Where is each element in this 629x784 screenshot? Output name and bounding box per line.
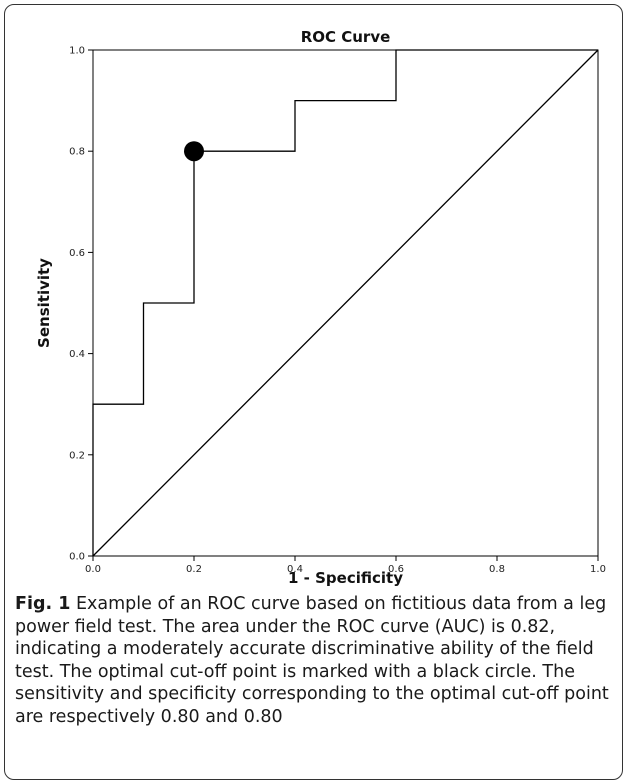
x-tick-label: 0.2: [186, 564, 202, 575]
y-axis-title: Sensitivity: [35, 258, 53, 348]
chart-title: ROC Curve: [301, 28, 391, 46]
figure-frame: [4, 4, 623, 780]
x-axis: 0.0 0.2 0.4 0.6 0.8 1.0: [85, 556, 606, 575]
figure-caption: Fig. 1 Example of an ROC curve based on …: [15, 593, 615, 728]
plot-area: [92, 49, 599, 557]
roc-chart: ROC Curve 0.0 0.2 0.4 0.6 0.8 1.0 0.00.20.40.…: [35, 28, 606, 587]
y-tick-label: 0.4: [69, 349, 85, 360]
figure-label: Fig. 1: [15, 594, 71, 614]
y-tick-label: 0.8: [69, 147, 85, 158]
y-tick-label: 1.0: [69, 46, 85, 57]
x-tick-label: 0.6: [388, 564, 404, 575]
x-tick-label: 0.4: [287, 564, 303, 575]
x-tick-label: 0.0: [85, 564, 101, 575]
y-axis: 0.0 0.2 0.4 0.6 0.8 1.0: [69, 46, 93, 563]
x-tick-label: 1.0: [590, 564, 606, 575]
caption-text: Example of an ROC curve based on fictiti…: [15, 594, 609, 727]
series-layer: [92, 49, 599, 557]
y-tick-label: 0.0: [69, 552, 85, 563]
x-axis-title: 1 - Specificity: [288, 569, 403, 587]
optimal-cutoff-marker: [184, 141, 204, 162]
reference-diagonal-line: [92, 49, 599, 557]
x-tick-label: 0.8: [489, 564, 505, 575]
y-tick-label: 0.6: [69, 248, 85, 259]
y-tick-label: 0.2: [69, 450, 85, 461]
